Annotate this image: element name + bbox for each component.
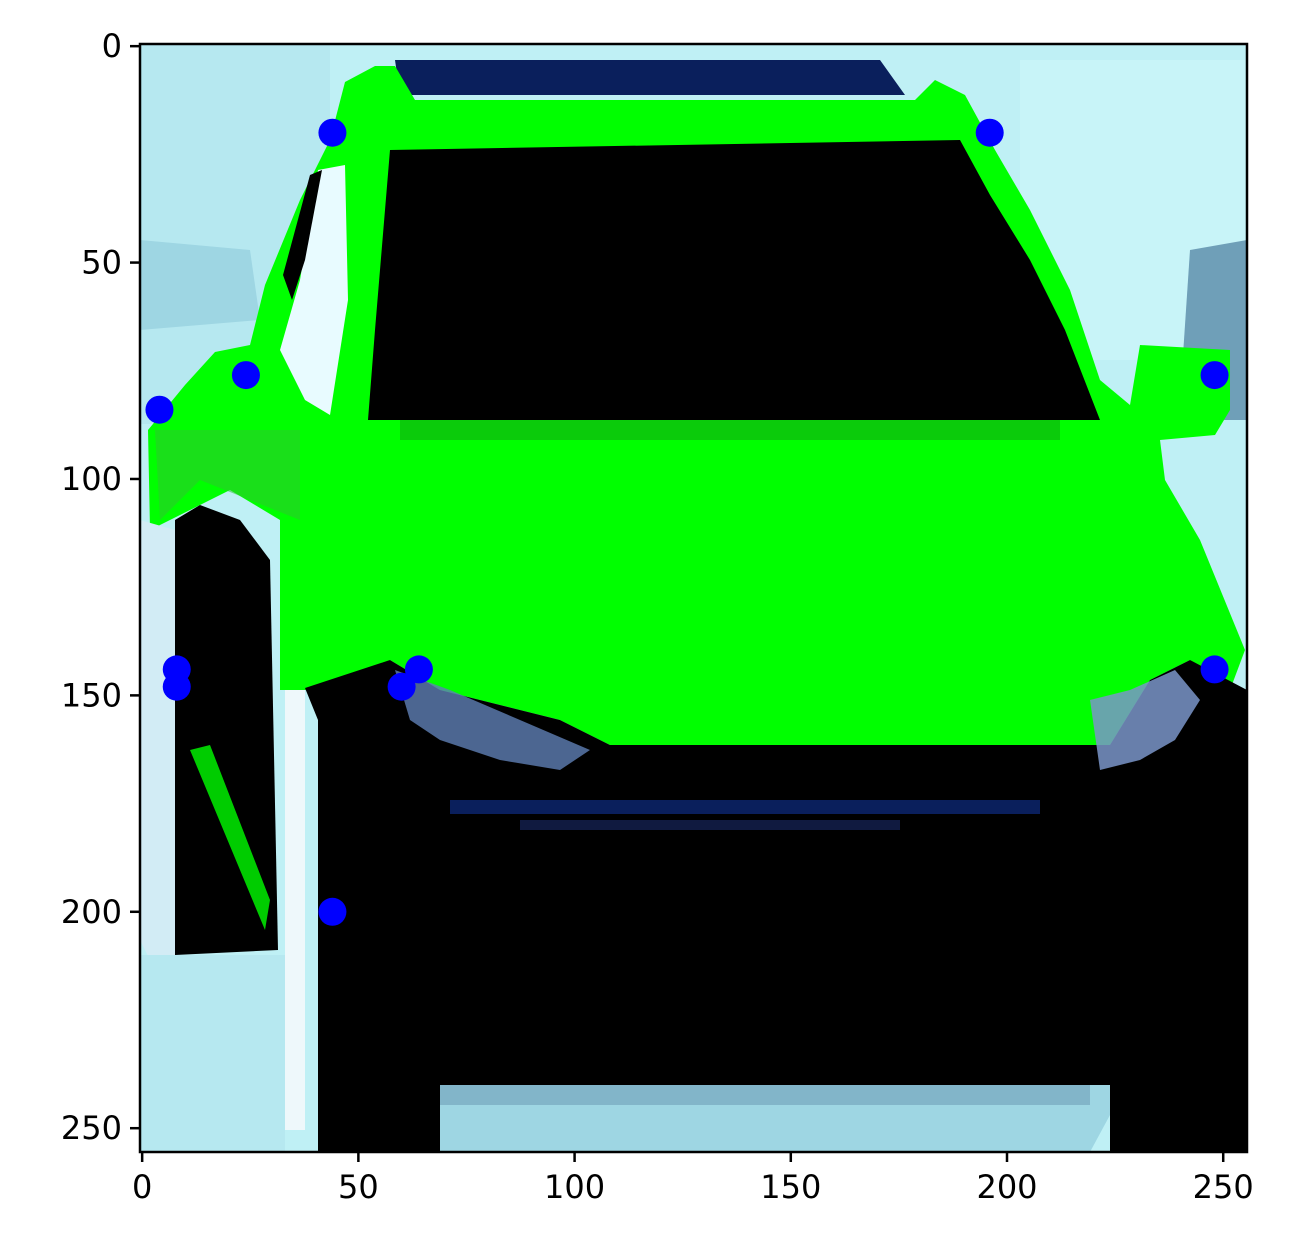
lower-body-stripe — [450, 800, 1040, 814]
x-tick-label: 150 — [760, 1168, 821, 1206]
left-lower-sky — [140, 955, 285, 1152]
y-tick-label: 150 — [61, 676, 122, 714]
x-tick-label: 200 — [976, 1168, 1037, 1206]
left-edge-pale-2 — [285, 690, 305, 1130]
keypoint-10 — [1200, 655, 1229, 684]
y-tick-label: 200 — [61, 893, 122, 931]
y-tick-label: 50 — [81, 244, 122, 282]
lower-body-stripe-2 — [520, 820, 900, 830]
y-tick-label: 100 — [61, 460, 122, 498]
lower-body-dark — [305, 660, 1247, 1152]
y-axis: 0 50 100 150 200 250 — [61, 27, 140, 1147]
keypoint-5 — [145, 395, 174, 424]
green-shadow-left — [155, 430, 300, 520]
sky-dark-patch-left — [140, 240, 260, 330]
x-tick-label: 100 — [544, 1168, 605, 1206]
keypoints — [145, 118, 1229, 926]
left-door-dark — [175, 505, 278, 955]
keypoint-11 — [318, 897, 347, 926]
front-quarter-glass — [280, 165, 348, 415]
keypoint-2 — [975, 118, 1004, 147]
roof-shadow — [395, 60, 905, 95]
keypoint-4 — [1200, 361, 1229, 390]
lower-right-dark-patch — [1110, 1085, 1247, 1152]
left-door-green-stripe — [190, 745, 270, 930]
side-window — [368, 140, 1100, 420]
keypoint-3 — [231, 361, 260, 390]
front-quarter-dark — [283, 170, 322, 300]
green-shadow-windowline — [400, 420, 1060, 440]
keypoint-9 — [387, 672, 416, 701]
ground-strip-dark — [440, 1085, 1090, 1105]
x-tick-label: 50 — [338, 1168, 379, 1206]
lower-body-glint-1 — [395, 670, 590, 770]
x-tick-label: 250 — [1193, 1168, 1254, 1206]
axes-frame — [138, 42, 1249, 1154]
y-tick-label: 250 — [61, 1109, 122, 1147]
y-tick-label: 0 — [102, 27, 122, 65]
car-segmentation-image — [140, 44, 1247, 1152]
keypoint-8 — [404, 655, 433, 684]
keypoint-7 — [162, 672, 191, 701]
keypoint-1 — [318, 118, 347, 147]
left-edge-pale — [140, 520, 175, 960]
x-axis: 0 50 100 150 200 250 — [132, 1152, 1254, 1206]
x-tick-label: 0 — [132, 1168, 152, 1206]
lower-body-glint-2 — [1090, 670, 1200, 770]
